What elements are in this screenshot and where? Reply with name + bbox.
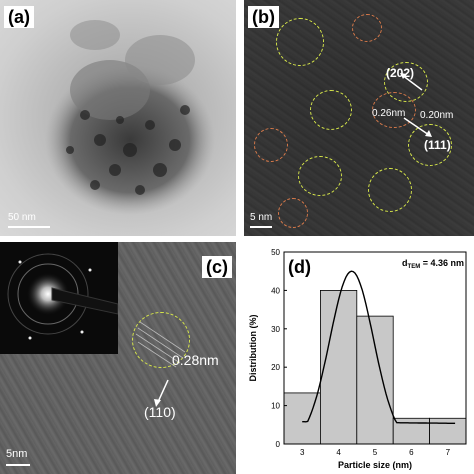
panel-label-b: (b) — [248, 6, 279, 28]
annotation-arrows — [400, 73, 432, 137]
d-spacing-label-020: 0.20nm — [420, 110, 454, 121]
panel-label-d: (d) — [288, 257, 311, 277]
d-spacing-label-028: 0.28nm — [172, 352, 219, 368]
plane-label-202: (202) — [386, 66, 415, 80]
plane-label-110: (110) — [144, 404, 176, 420]
nanoparticle-cluster-image — [45, 20, 215, 215]
y-axis-label: Distribution (%) — [248, 315, 258, 382]
scale-bar-b — [250, 226, 272, 228]
hrtem-panel-c: (c) 0.28nm (110) 5nm — [0, 242, 236, 474]
particle-circle — [132, 312, 190, 368]
particle-circle — [372, 92, 416, 128]
y-tick-label: 20 — [271, 363, 280, 372]
particle-circle — [276, 18, 324, 66]
x-tick-label: 5 — [373, 448, 378, 457]
y-tick-label: 10 — [271, 402, 280, 411]
particle-circle — [310, 90, 352, 130]
x-tick-label: 7 — [446, 448, 451, 457]
d-spacing-label-026: 0.26nm — [372, 108, 406, 119]
gaussian-fit-curve — [302, 270, 456, 424]
x-tick-label: 3 — [300, 448, 305, 457]
particle-circle — [254, 128, 288, 162]
size-distribution-panel-d: 0 10 20 30 40 50 3 4 5 6 7 Particle size (nm) Dist… — [244, 242, 474, 474]
y-tick-label: 30 — [271, 325, 280, 334]
panel-label-c: (c) — [202, 256, 232, 278]
scale-label-a: 50 nm — [8, 212, 36, 223]
particle-circle — [278, 198, 308, 228]
bar-3 — [283, 392, 321, 445]
saed-pattern-inset — [0, 242, 118, 354]
bar-4 — [320, 290, 358, 445]
scale-bar-a — [8, 226, 50, 228]
particle-circle — [352, 14, 382, 42]
x-axis-label: Particle size (nm) — [338, 460, 412, 470]
bar-5 — [356, 315, 394, 445]
particle-circle — [368, 168, 412, 212]
scale-label-c: 5nm — [6, 448, 28, 460]
y-tick-label: 0 — [276, 440, 281, 449]
y-tick-label: 40 — [271, 286, 280, 295]
mean-size-annotation: dTEM = 4.36 nm — [402, 258, 464, 270]
panel-label-a: (a) — [4, 6, 34, 28]
particle-circle — [408, 124, 452, 166]
scale-bar-c — [6, 464, 30, 466]
y-tick-label: 50 — [271, 248, 280, 257]
x-tick-label: 4 — [336, 448, 341, 457]
particle-circle — [298, 156, 342, 196]
bar-7 — [429, 417, 467, 445]
hrtem-panel-b: (b) (202) 0.26nm 0.20nm (111) 5 nm — [244, 0, 474, 236]
scale-label-b: 5 nm — [250, 212, 273, 223]
plane-label-111: (111) — [424, 138, 451, 152]
size-distribution-chart: 0 10 20 30 40 50 3 4 5 6 7 Particle size (nm) Dist… — [244, 242, 474, 474]
x-tick-label: 6 — [409, 448, 414, 457]
diffraction-pattern — [7, 253, 118, 340]
tem-panel-a: (a) 50 nm — [0, 0, 236, 236]
annotation-arrows — [135, 321, 186, 407]
